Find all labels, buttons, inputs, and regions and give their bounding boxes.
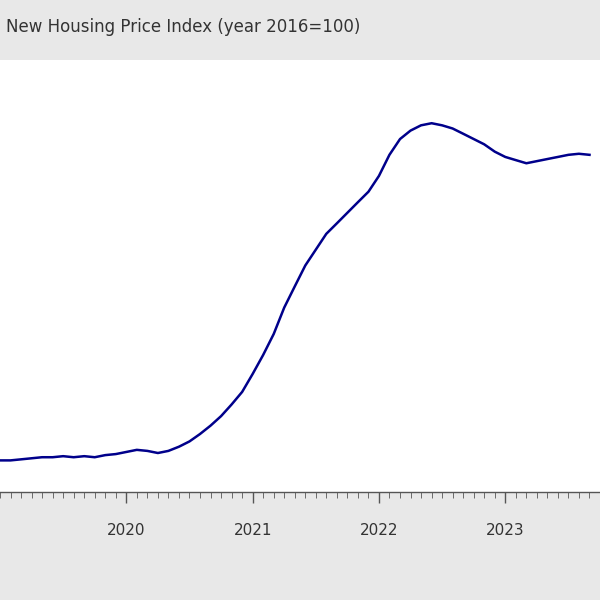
Text: 2020: 2020 bbox=[107, 523, 146, 538]
Text: 2022: 2022 bbox=[359, 523, 398, 538]
Text: 2021: 2021 bbox=[233, 523, 272, 538]
Text: 2023: 2023 bbox=[486, 523, 524, 538]
Text: New Housing Price Index (year 2016=100): New Housing Price Index (year 2016=100) bbox=[6, 18, 361, 36]
